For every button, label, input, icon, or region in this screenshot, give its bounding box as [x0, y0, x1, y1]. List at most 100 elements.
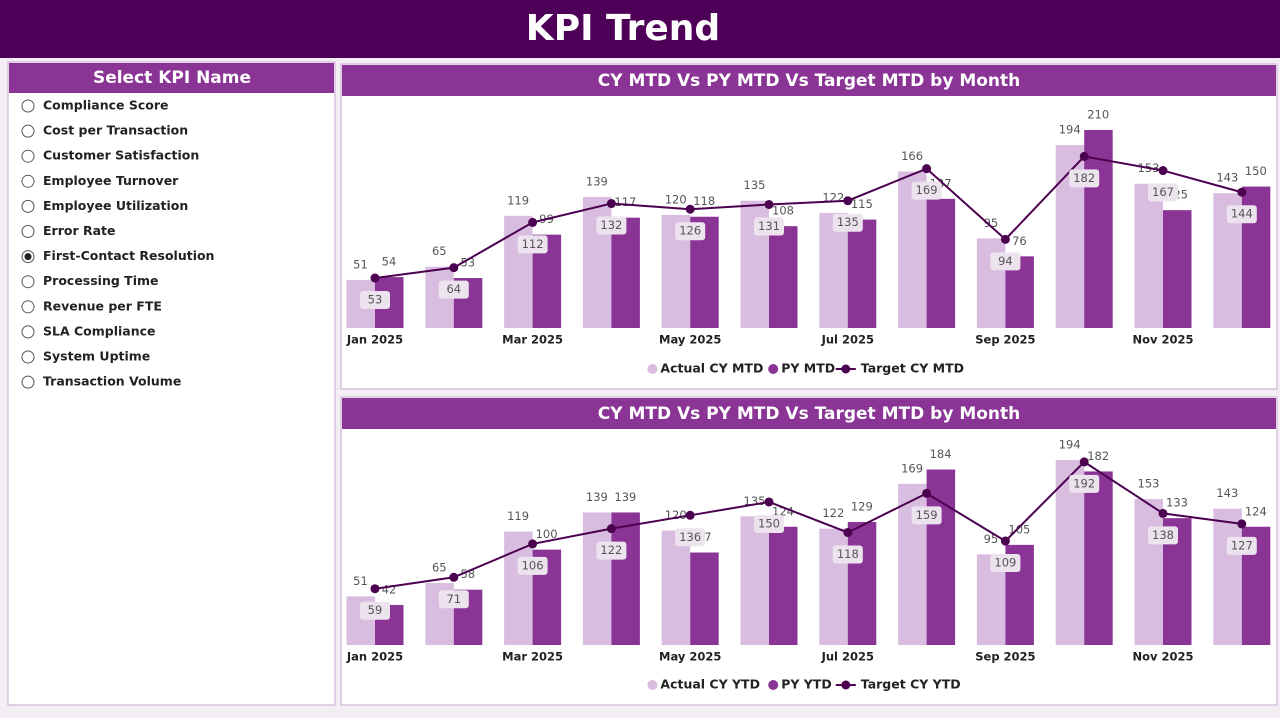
radio-button[interactable] [21, 300, 35, 314]
data-label: 42 [382, 582, 397, 596]
data-label: 127 [1231, 538, 1253, 552]
label-box [1226, 205, 1257, 224]
radio-button[interactable] [21, 124, 35, 138]
legend-label: Actual CY MTD [660, 361, 763, 376]
target-point [1079, 457, 1089, 467]
target-point [922, 488, 932, 498]
bar [1084, 130, 1113, 328]
chart-panel [340, 396, 1278, 706]
page-title: KPI Trend [526, 8, 720, 49]
option-label[interactable]: Processing Time [43, 273, 158, 288]
target-point [1158, 508, 1168, 518]
x-tick-label: Nov 2025 [1132, 333, 1193, 347]
target-point [370, 273, 380, 283]
label-box [754, 217, 784, 236]
data-label: 51 [353, 574, 368, 588]
option-label[interactable]: First-Contact Resolution [43, 248, 214, 263]
data-label: 100 [536, 527, 558, 541]
data-label: 169 [901, 461, 923, 475]
target-point [1237, 519, 1247, 529]
bar [611, 512, 640, 645]
data-label: 129 [851, 499, 873, 513]
data-label: 71 [446, 592, 461, 606]
slicer-panel [7, 61, 336, 706]
option-label[interactable]: Employee Turnover [43, 173, 179, 188]
data-label: 120 [665, 192, 687, 206]
label-box [1069, 169, 1100, 188]
data-label: 132 [600, 218, 622, 232]
data-label: 109 [994, 556, 1016, 570]
data-label: 65 [432, 244, 447, 258]
data-label: 143 [1216, 171, 1238, 185]
bar [847, 219, 877, 328]
option-label[interactable]: Transaction Volume [43, 374, 181, 389]
radio-button[interactable] [21, 149, 35, 163]
option-label[interactable]: Revenue per FTE [43, 298, 162, 313]
label-box [832, 213, 863, 232]
data-label: 153 [1138, 477, 1160, 491]
radio-button[interactable] [21, 225, 35, 238]
data-label: 166 [901, 149, 923, 163]
data-label: 182 [1087, 449, 1109, 463]
bar [926, 198, 956, 328]
label-box [911, 506, 942, 525]
slicer-title: Select KPI Name [93, 68, 251, 88]
label-box [754, 514, 784, 533]
option-label[interactable]: SLA Compliance [43, 323, 156, 338]
slicer-header [9, 63, 334, 93]
bar [582, 512, 612, 645]
legend-label: PY MTD [781, 361, 835, 376]
chart-header [342, 398, 1276, 429]
data-label: 108 [772, 204, 794, 218]
data-label: 106 [522, 558, 544, 572]
data-label: 150 [1245, 164, 1267, 178]
data-label: 59 [368, 603, 383, 617]
label-box [675, 528, 706, 547]
data-label: 51 [353, 257, 368, 271]
option-label[interactable]: Cost per Transaction [43, 123, 188, 138]
target-point [685, 510, 695, 520]
radio-button[interactable] [21, 375, 35, 389]
legend-marker [768, 680, 779, 690]
data-label: 95 [984, 532, 999, 546]
data-label: 54 [382, 255, 397, 269]
data-label: 112 [522, 237, 544, 251]
label-box [990, 554, 1021, 573]
bar [690, 552, 719, 645]
radio-button[interactable] [21, 350, 35, 364]
bar [1213, 508, 1242, 645]
legend-marker [841, 364, 851, 374]
target-point [449, 263, 459, 273]
x-tick-label: Mar 2025 [502, 333, 563, 347]
radio-button[interactable] [21, 99, 35, 113]
bar [661, 530, 691, 645]
option-label[interactable]: Compliance Score [43, 98, 169, 113]
radio-button[interactable] [21, 199, 35, 213]
x-tick-label: Sep 2025 [975, 333, 1035, 347]
label-box [1069, 474, 1100, 493]
data-label: 117 [614, 195, 636, 209]
option-label[interactable]: Error Rate [43, 223, 116, 238]
bar [926, 469, 956, 645]
target-point [606, 524, 616, 534]
option-label[interactable]: Employee Utilization [43, 198, 188, 213]
bar [504, 215, 533, 328]
header-bar [0, 0, 1280, 58]
data-label: 167 [1152, 185, 1174, 199]
data-label: 53 [460, 256, 475, 270]
option-label[interactable]: System Uptime [43, 349, 150, 364]
data-label: 124 [1245, 504, 1267, 518]
label-box [1148, 526, 1178, 545]
radio-button[interactable] [21, 275, 35, 289]
data-label: 182 [1073, 171, 1095, 185]
x-tick-label: Jan 2025 [346, 333, 403, 347]
radio-button[interactable] [21, 174, 35, 188]
radio-dot [24, 253, 32, 261]
data-label: 150 [758, 516, 780, 530]
data-label: 94 [998, 254, 1013, 268]
option-label[interactable]: Customer Satisfaction [43, 148, 199, 163]
data-label: 53 [368, 293, 383, 307]
legend-marker [647, 680, 658, 690]
radio-button[interactable] [21, 325, 35, 339]
data-label: 135 [837, 215, 859, 229]
